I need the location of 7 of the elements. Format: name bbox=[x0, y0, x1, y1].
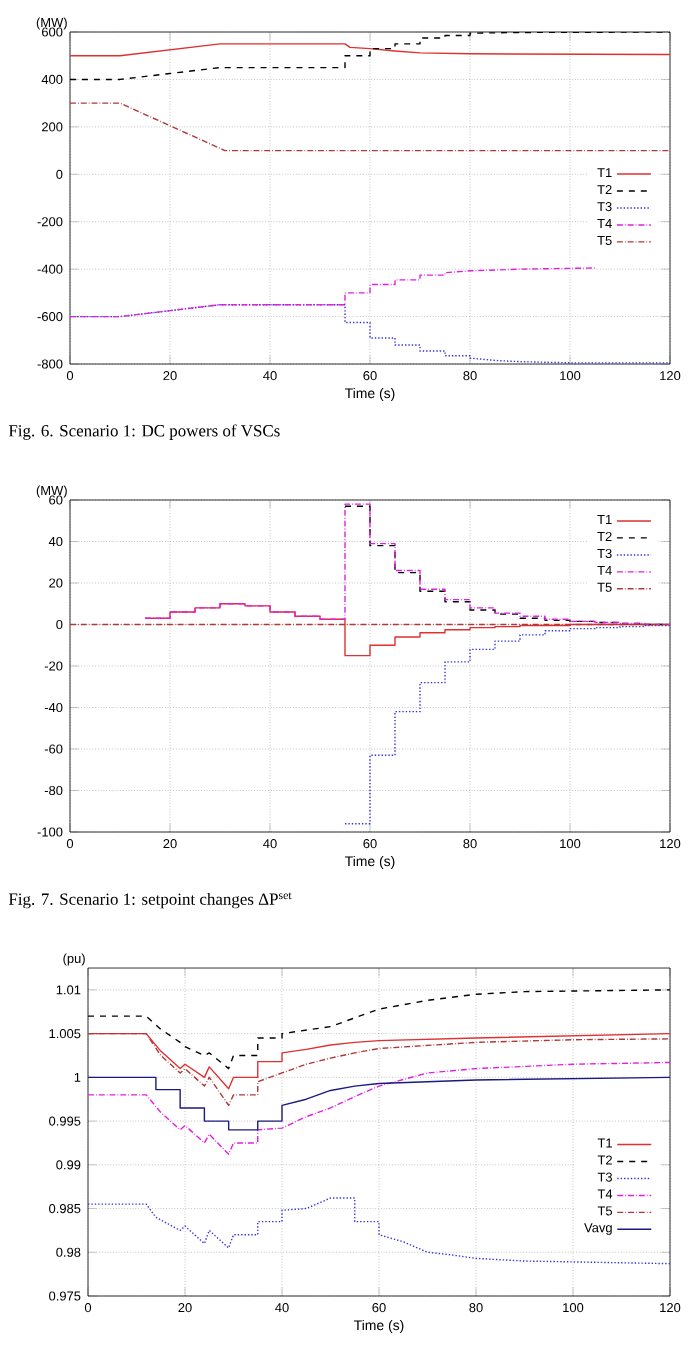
line-series bbox=[88, 1061, 671, 1156]
line-series bbox=[88, 1032, 671, 1107]
caption: Fig. 7. Scenario 1: setpoint changes ΔP$^{set}$ bbox=[8, 892, 292, 909]
line-series bbox=[88, 1032, 671, 1090]
caption: Fig. 6. Scenario 1: DC powers of VSCs bbox=[8, 424, 280, 440]
line-series bbox=[88, 1197, 671, 1265]
line-series bbox=[88, 1076, 671, 1131]
